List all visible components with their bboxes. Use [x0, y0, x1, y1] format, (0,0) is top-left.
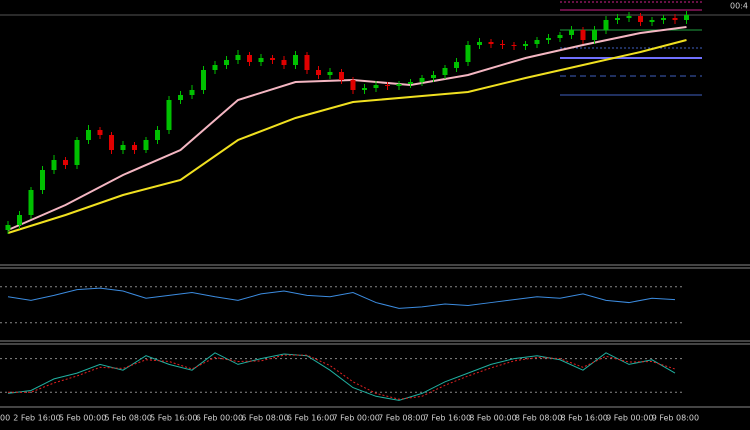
candle-body [350, 80, 356, 90]
candle-body [523, 44, 528, 46]
x-tick-label: 7 Feb 08:00 [378, 414, 425, 423]
candle-body [442, 68, 448, 75]
candle-body [626, 16, 632, 18]
x-tick-label: 5 Feb 08:00 [104, 414, 151, 423]
candle-body [638, 16, 643, 22]
candle-body [258, 58, 264, 62]
candle-body [500, 44, 505, 45]
candle-body [339, 72, 344, 80]
candle-body [132, 145, 137, 150]
indicator-line [8, 354, 676, 400]
candle-body [511, 45, 517, 46]
candle-body [235, 55, 241, 60]
candle-body [189, 90, 195, 95]
candle-body [86, 130, 91, 140]
x-tick-label: 9 Feb 08:00 [652, 414, 699, 423]
candle-body [120, 145, 126, 150]
x-tick-label: 8 Feb 16:00 [560, 414, 607, 423]
x-tick-label: 8 Feb 00:00 [469, 414, 516, 423]
candle-body [28, 190, 34, 215]
candle-body [649, 20, 655, 22]
candle-body [546, 38, 551, 40]
candle-body [143, 140, 149, 150]
clock: 00:4 [730, 2, 748, 11]
candle-body [477, 42, 482, 45]
candle-body [603, 20, 609, 30]
indicator-line [7, 352, 676, 401]
x-tick-label: 6 Feb 00:00 [196, 414, 243, 423]
candle-body [684, 15, 689, 20]
candle-body [40, 170, 45, 190]
moving-average [7, 39, 687, 234]
candle-body [316, 70, 321, 75]
candle-body [373, 85, 379, 88]
candle-body [212, 65, 218, 70]
candle-body [362, 88, 367, 90]
candle-body [155, 130, 160, 140]
candle-body [431, 75, 436, 78]
candle-body [304, 55, 310, 70]
candle-body [672, 18, 678, 20]
x-tick-label: 7 Feb 16:00 [424, 414, 471, 423]
x-tick-label: 6 Feb 16:00 [287, 414, 334, 423]
candle-body [580, 30, 586, 40]
candle-body [270, 58, 275, 60]
x-tick-label: 2 Feb 16:00 [13, 414, 60, 423]
candle-body [327, 72, 333, 75]
candle-body [408, 82, 413, 84]
candle-body [465, 45, 471, 62]
candle-body [178, 95, 183, 100]
candle-body [97, 130, 103, 135]
candle-body [454, 62, 459, 68]
candle-body [661, 18, 666, 20]
candle-body [247, 55, 252, 62]
candle-body [224, 60, 229, 65]
candle-body [569, 30, 574, 35]
candle-body [592, 30, 597, 40]
candle-body [385, 85, 390, 86]
x-tick-label: 7 Feb 00:00 [332, 414, 379, 423]
x-tick-label: 5 Feb 16:00 [150, 414, 197, 423]
x-tick-label: 5 Feb 00:00 [59, 414, 106, 423]
candle-body [51, 160, 57, 170]
x-tick-label: 9 Feb 00:00 [606, 414, 653, 423]
candle-body [488, 42, 494, 44]
candle-body [166, 100, 172, 130]
candle-body [5, 225, 11, 230]
candle-body [109, 135, 114, 150]
x-tick-label: 6 Feb 08:00 [241, 414, 288, 423]
candle-body [281, 60, 287, 65]
candle-body [293, 55, 298, 65]
candle-body [557, 35, 563, 38]
candle-body [419, 78, 425, 82]
candle-body [17, 215, 22, 225]
candle-body [615, 18, 620, 20]
candle-body [201, 70, 206, 90]
candle-body [396, 84, 402, 86]
candle-body [74, 140, 80, 165]
candle-body [63, 160, 68, 165]
x-tick-label: 8 Feb 08:00 [515, 414, 562, 423]
indicator-line [7, 287, 676, 309]
x-tick-label: 00 [0, 414, 10, 423]
candle-body [534, 40, 540, 44]
